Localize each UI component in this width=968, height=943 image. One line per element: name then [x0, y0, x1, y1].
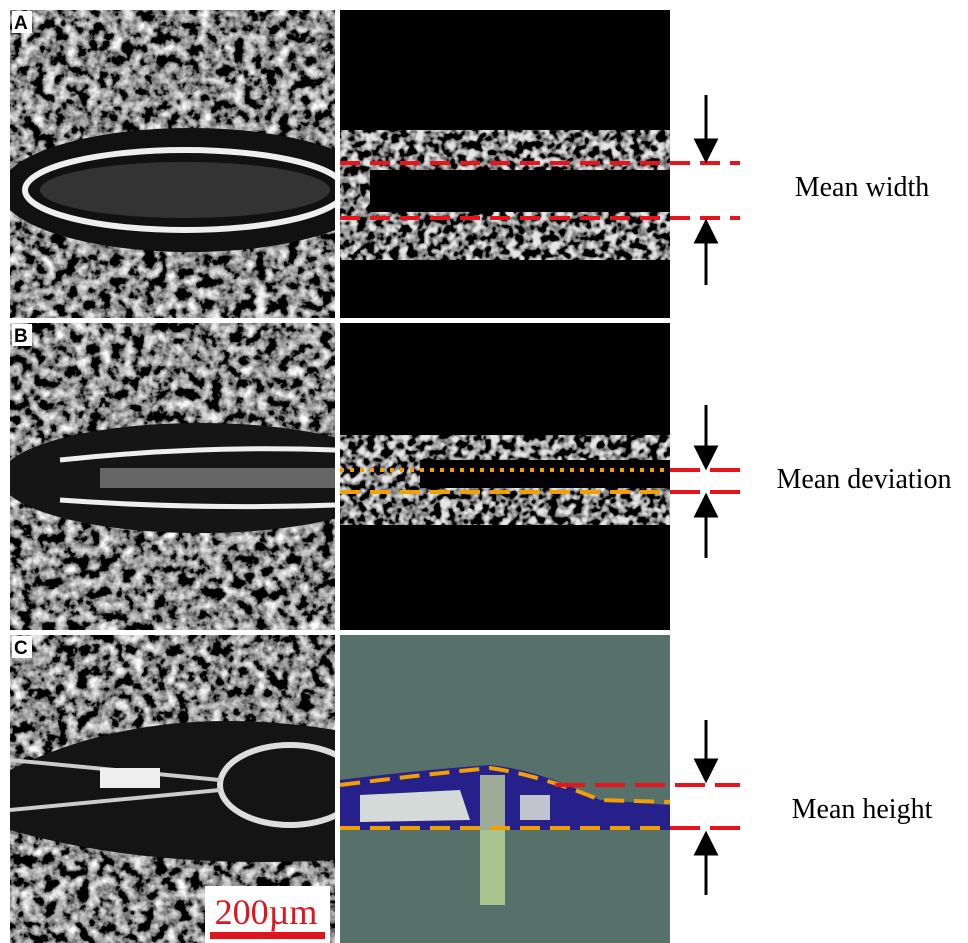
arrows: [696, 95, 716, 895]
panel-label: B: [14, 326, 28, 347]
annotation: Mean height: [792, 794, 933, 825]
micrograph-a: [0, 10, 380, 318]
figure: A B C 200µm Mean w: [0, 0, 968, 943]
panel-label: C: [14, 638, 28, 659]
binary-image-b: [340, 323, 670, 630]
annotation: Mean width: [795, 172, 930, 203]
cross-section-c: [340, 635, 670, 943]
scale-bar: [210, 932, 325, 939]
panel-label: A: [14, 13, 28, 34]
annotation: Mean deviation: [777, 464, 952, 495]
scale-bar-label: 200µm: [215, 892, 318, 932]
